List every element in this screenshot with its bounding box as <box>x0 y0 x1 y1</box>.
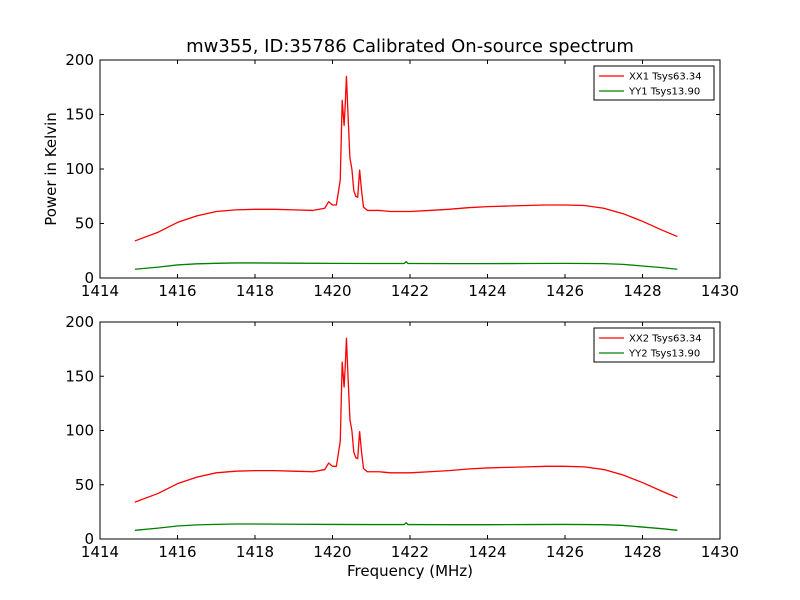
x-tick-label: 1424 <box>468 543 506 561</box>
legend: XX2 Tsys63.34 YY2 Tsys13.90 <box>593 327 715 363</box>
x-tick-label: 1418 <box>236 282 274 300</box>
legend: XX1 Tsys63.34 YY1 Tsys13.90 <box>593 65 715 101</box>
x-tick-label: 1414 <box>81 543 119 561</box>
series-line-xx <box>134 337 678 503</box>
x-tick-label: 1414 <box>81 282 119 300</box>
x-tick-label: 1420 <box>313 282 351 300</box>
x-tick-label: 1428 <box>623 282 661 300</box>
y-tick-label: 100 <box>65 160 94 178</box>
y-tick-label: 150 <box>65 106 94 124</box>
series-line-xx <box>134 75 678 242</box>
y-tick-label: 150 <box>65 367 94 385</box>
plot-bottom: 1414 1416 1418 1420 1422 1424 1426 1428 1430 0 50 1… <box>65 313 739 561</box>
y-tick-label: 50 <box>75 215 94 233</box>
y-tick-label: 50 <box>75 476 94 494</box>
y-tick-label: 0 <box>84 530 94 548</box>
legend-label: XX1 Tsys63.34 <box>629 72 702 83</box>
series-line-yy <box>134 522 678 531</box>
legend-label: YY1 Tsys13.90 <box>628 87 700 98</box>
x-tick-label: 1416 <box>158 282 196 300</box>
x-tick-label: 1420 <box>313 543 351 561</box>
x-tick-label: 1430 <box>701 543 739 561</box>
y-axis-label: Power in Kelvin <box>42 112 60 226</box>
legend-box <box>593 65 715 101</box>
x-tick-label: 1422 <box>391 543 429 561</box>
legend-label: XX2 Tsys63.34 <box>629 334 702 345</box>
y-tick-label: 200 <box>65 313 94 331</box>
legend-box <box>593 327 715 363</box>
series-line-yy <box>134 260 678 270</box>
y-tick-label: 0 <box>84 269 94 287</box>
y-tick-label: 200 <box>65 51 94 69</box>
x-tick-label: 1418 <box>236 543 274 561</box>
x-tick-label: 1426 <box>546 543 584 561</box>
x-tick-label: 1430 <box>701 282 739 300</box>
x-tick-label: 1428 <box>623 543 661 561</box>
x-tick-label: 1426 <box>546 282 584 300</box>
chart-title: mw355, ID:35786 Calibrated On-source spe… <box>186 36 634 57</box>
plot-top: 1414 1416 1418 1420 1422 1424 1426 1428 1430 0 50 1… <box>65 51 739 300</box>
x-tick-label: 1416 <box>158 543 196 561</box>
legend-label: YY2 Tsys13.90 <box>628 349 700 360</box>
x-axis-label: Frequency (MHz) <box>347 562 473 580</box>
y-tick-label: 100 <box>65 422 94 440</box>
x-tick-label: 1424 <box>468 282 506 300</box>
x-tick-label: 1422 <box>391 282 429 300</box>
